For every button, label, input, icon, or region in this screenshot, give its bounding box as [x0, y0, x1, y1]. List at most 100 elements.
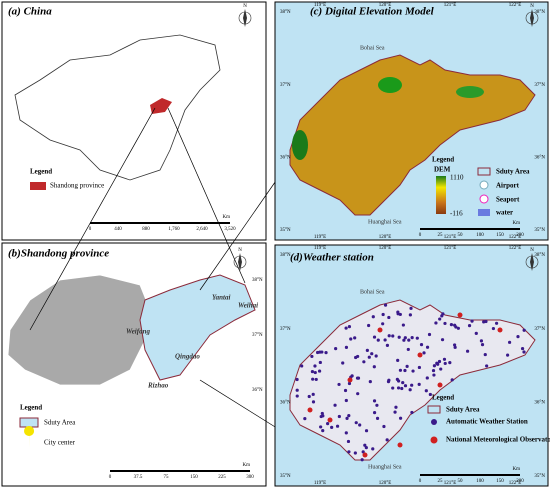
station — [371, 447, 375, 451]
station — [442, 357, 447, 361]
station — [397, 335, 401, 339]
scale-label: 75 — [164, 475, 170, 480]
legend-label: City center — [44, 439, 76, 447]
station — [319, 425, 323, 429]
station — [403, 384, 408, 388]
legend-airport — [479, 180, 489, 190]
station — [356, 354, 360, 359]
station — [381, 312, 385, 317]
station — [349, 337, 353, 341]
scale-label: 150 — [190, 475, 198, 480]
station — [434, 321, 438, 325]
scale-bar: 0 440 880 1,760 2,640 3,520 Km — [89, 215, 236, 232]
connector — [199, 174, 281, 291]
panel-title: (b)Shandong province — [8, 248, 109, 260]
stations — [295, 303, 526, 462]
station — [396, 358, 400, 362]
scale-label: 880 — [142, 227, 150, 232]
legend-pin — [24, 426, 35, 448]
station — [522, 328, 526, 332]
scale-label: 50 — [458, 479, 464, 484]
observatory — [417, 352, 423, 358]
lat-label: 36°N — [252, 388, 263, 393]
scale-label: 440 — [114, 227, 122, 232]
station — [408, 388, 412, 392]
scale-label: 37.5 — [134, 475, 143, 480]
lon-label: 119°E — [314, 235, 326, 240]
station — [347, 381, 352, 386]
connector — [199, 379, 281, 431]
station — [485, 364, 489, 368]
station — [317, 369, 322, 373]
station — [406, 347, 410, 352]
station — [396, 312, 400, 316]
scale-label: 150 — [496, 479, 504, 484]
station — [387, 315, 391, 320]
station — [507, 340, 512, 344]
station — [383, 303, 388, 307]
observatory — [437, 382, 443, 388]
station — [343, 388, 348, 393]
station — [450, 378, 454, 382]
station — [396, 386, 401, 390]
scale-unit: Km — [513, 467, 521, 472]
station — [483, 352, 487, 357]
lat-label: 35°N — [534, 474, 545, 479]
lon-label: 121°E — [444, 481, 457, 486]
scale-bar: 0 25 50 100 150 200 Km — [419, 467, 525, 484]
scale-label: 1,760 — [168, 227, 180, 232]
station — [422, 351, 426, 355]
station — [410, 410, 414, 415]
station — [382, 424, 386, 429]
scale-label: 200 — [516, 479, 524, 484]
lat-label: 37°N — [534, 327, 545, 332]
scale-label: 300 — [246, 475, 254, 480]
sea-label: Huanghai Sea — [368, 219, 402, 225]
legend-label: Shandong province — [50, 182, 104, 190]
station — [427, 332, 432, 337]
scale-bar-body — [90, 222, 230, 224]
station — [311, 400, 316, 404]
station — [440, 338, 445, 342]
observatory — [497, 327, 503, 333]
station — [398, 368, 403, 372]
station — [321, 414, 325, 418]
station — [415, 336, 419, 340]
station — [484, 319, 488, 324]
station — [520, 346, 525, 351]
legend-title: Legend — [30, 168, 52, 176]
station — [311, 392, 315, 396]
station — [374, 354, 378, 358]
station — [456, 326, 460, 330]
observatory — [347, 377, 353, 383]
station — [428, 392, 432, 397]
station — [410, 336, 414, 340]
lat-label: 37°N — [252, 333, 263, 338]
station — [364, 429, 369, 433]
station — [313, 370, 317, 375]
station — [411, 369, 415, 373]
dem-highland — [292, 130, 308, 160]
station — [385, 438, 389, 442]
station — [387, 378, 391, 382]
legend-label: Airport — [496, 182, 520, 190]
station — [454, 325, 458, 329]
legend-title: Legend — [432, 394, 454, 402]
legend-dot — [430, 436, 438, 444]
station — [443, 361, 447, 366]
station — [333, 403, 337, 407]
sea-label: Huanghai Sea — [368, 464, 402, 470]
scale-label: 0 — [419, 233, 422, 238]
station — [494, 321, 499, 325]
station — [347, 450, 351, 454]
station — [376, 338, 380, 342]
graticule-labels: 38°N 37°N 36°N 38°N 38°N 37°N 37°N 36°N 36°N 35°N… — [252, 3, 545, 486]
station — [353, 451, 357, 455]
station — [311, 377, 315, 381]
station — [370, 352, 374, 356]
compass-label: N — [243, 4, 247, 9]
station — [480, 343, 485, 347]
legend-swatch — [477, 167, 491, 176]
lat-label: 37°N — [280, 83, 291, 88]
